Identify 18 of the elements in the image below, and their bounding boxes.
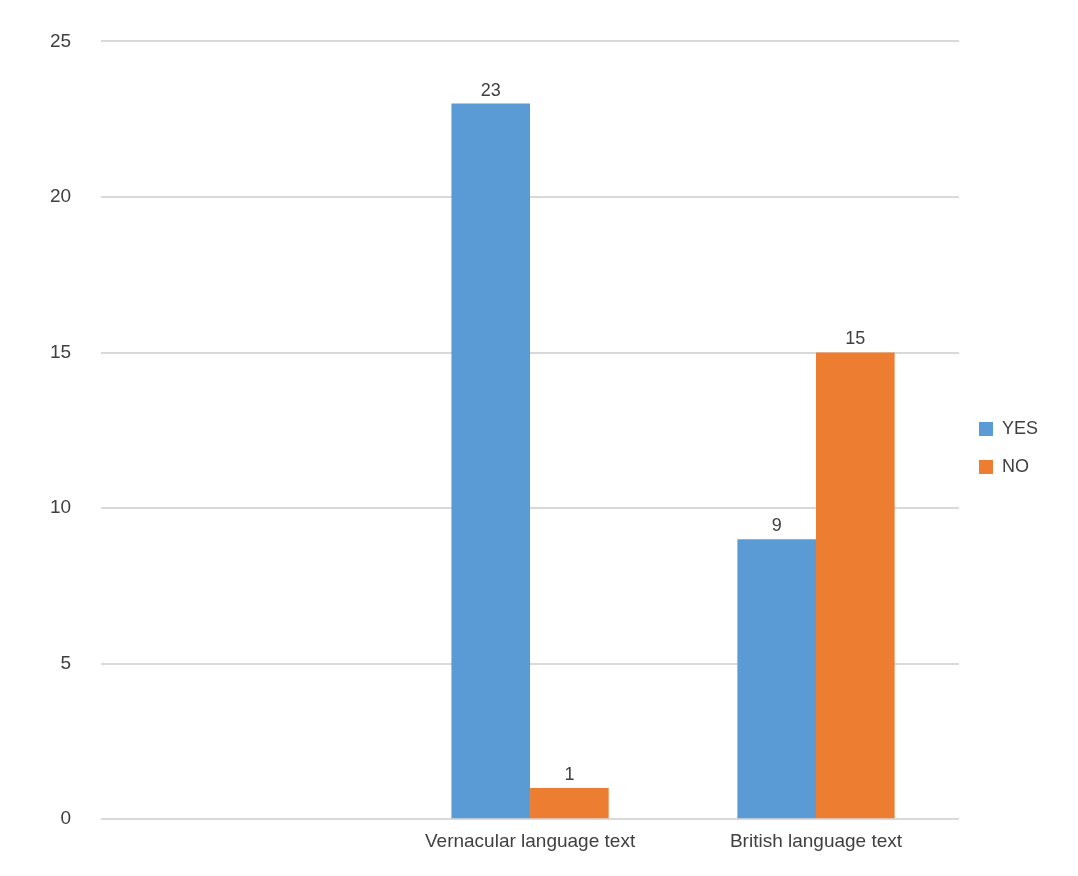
y-tick-label: 15: [49, 340, 72, 362]
bar: [737, 539, 817, 819]
y-tick-label: 0: [60, 807, 72, 829]
bar: [530, 788, 609, 819]
y-tick-label: 25: [49, 29, 72, 51]
y-tick-label: 5: [60, 651, 72, 673]
data-label: 1: [564, 764, 575, 785]
bar: [816, 352, 895, 819]
x-tick-label: Vernacular language text: [424, 829, 636, 851]
y-tick-label: 20: [49, 185, 72, 207]
data-label: 23: [480, 79, 501, 100]
data-label: 15: [845, 328, 866, 349]
y-tick-label: 10: [49, 496, 72, 518]
x-tick-label: British language text: [729, 829, 903, 851]
data-label: 9: [771, 515, 782, 536]
legend-label: YES: [1001, 417, 1039, 438]
legend-label: NO: [1001, 455, 1029, 476]
bar: [451, 103, 531, 819]
